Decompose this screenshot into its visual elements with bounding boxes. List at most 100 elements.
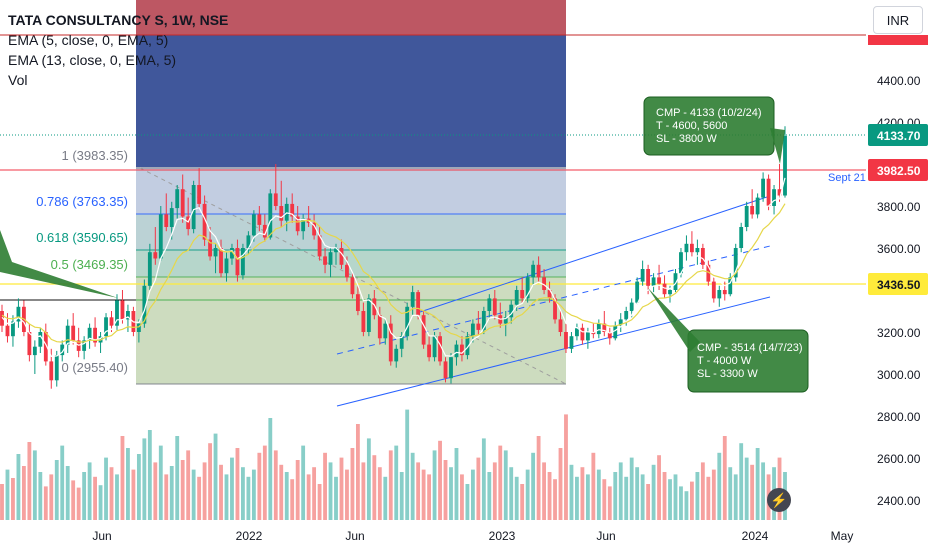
volume-bar xyxy=(454,448,459,520)
callout-pointer-bottom xyxy=(648,288,700,352)
candle-body xyxy=(16,306,21,322)
candle-body xyxy=(186,216,191,230)
volume-bar xyxy=(646,484,651,520)
candle-body xyxy=(777,189,782,196)
candle-body xyxy=(93,327,98,343)
volume-bar xyxy=(164,474,169,520)
candle-body xyxy=(262,224,267,238)
symbol-title[interactable]: TATA CONSULTANCY S, 1W, NSE xyxy=(8,12,229,28)
candle-body xyxy=(268,193,273,238)
price-tick: 3200.00 xyxy=(877,326,921,340)
price-tick: 3000.00 xyxy=(877,368,921,382)
volume-bar xyxy=(553,479,557,520)
volume-bar xyxy=(328,462,333,520)
volume-bar xyxy=(711,469,716,520)
volume-bar xyxy=(547,472,552,520)
volume-bar xyxy=(624,476,629,520)
candle-body xyxy=(689,243,694,253)
channel-lower xyxy=(336,296,771,407)
candle-body xyxy=(427,344,432,358)
volume-bar xyxy=(5,469,10,520)
volume-bar xyxy=(158,445,163,520)
ema5-legend[interactable]: EMA (5, close, 0, EMA, 5) xyxy=(8,32,169,48)
volume-bar xyxy=(613,472,618,520)
candle-body xyxy=(169,208,174,227)
ema13-legend[interactable]: EMA (13, close, 0, EMA, 5) xyxy=(8,52,177,68)
channel-upper xyxy=(419,195,771,313)
candle-body xyxy=(553,298,557,320)
candle-body xyxy=(711,281,716,299)
callout-bottom-line: SL - 3300 W xyxy=(697,368,758,380)
volume-bar xyxy=(569,464,574,520)
volume-bar xyxy=(295,460,300,520)
candle-body xyxy=(49,361,54,381)
blue-zone xyxy=(136,35,566,167)
candle-body xyxy=(728,277,733,295)
candle-body xyxy=(700,248,705,265)
candle-body xyxy=(618,319,623,326)
candle-body xyxy=(109,317,114,326)
callout-top-line: T - 4600, 5600 xyxy=(656,120,727,132)
lightning-icon[interactable]: ⚡ xyxy=(767,488,791,512)
volume-bar xyxy=(251,469,256,520)
candle-body xyxy=(153,252,158,259)
volume-bar xyxy=(558,448,563,520)
currency-button[interactable]: INR xyxy=(873,6,923,34)
price-label-bg xyxy=(868,124,928,146)
candle-body xyxy=(421,315,426,345)
candle-body xyxy=(410,292,415,307)
volume-bar xyxy=(169,466,174,520)
volume-bar xyxy=(366,438,371,520)
volume-bar xyxy=(476,457,481,520)
candle-body xyxy=(460,344,464,356)
candle-body xyxy=(197,185,202,204)
volume-bar xyxy=(596,469,601,520)
volume-bar xyxy=(224,474,229,520)
candle-body xyxy=(613,325,618,339)
volume-bar xyxy=(531,452,536,520)
candle-body xyxy=(339,248,344,265)
candle-body xyxy=(246,235,251,248)
volume-bar xyxy=(372,455,377,520)
price-label-top-partial xyxy=(868,35,928,45)
volume-bar xyxy=(492,462,497,520)
volume-bar xyxy=(542,462,546,520)
volume-bar xyxy=(618,462,623,520)
volume-legend[interactable]: Vol xyxy=(8,72,28,88)
candle-body xyxy=(481,311,486,330)
volume-bar xyxy=(93,476,98,520)
volume-bar xyxy=(109,467,114,520)
candle-body xyxy=(772,189,776,206)
ema13-line xyxy=(1,203,786,343)
volume-bar xyxy=(481,438,486,520)
candle-body xyxy=(525,277,530,299)
candle-body xyxy=(564,332,568,349)
candle-body xyxy=(602,323,607,332)
callout-pointer-top xyxy=(770,128,785,164)
candle-body xyxy=(301,218,306,232)
candle-body xyxy=(492,298,497,316)
price-tick: 2400.00 xyxy=(877,494,921,508)
candle-body xyxy=(454,344,459,358)
volume-bar xyxy=(449,467,453,520)
candle-body xyxy=(575,327,579,337)
volume-bar xyxy=(191,469,196,520)
candle-body xyxy=(717,290,722,299)
volume-bar xyxy=(350,448,355,520)
volume-bar xyxy=(399,472,404,520)
volume-bar xyxy=(525,469,530,520)
volume-bar xyxy=(202,462,207,520)
volume-bar xyxy=(673,474,678,520)
volume-bar xyxy=(213,433,218,520)
price-label: 3982.50 xyxy=(877,164,921,178)
price-tick: 2800.00 xyxy=(877,410,921,424)
candle-body xyxy=(651,277,656,286)
volume-bar xyxy=(43,486,48,520)
candle-body xyxy=(383,323,388,339)
fib-label: 0.5 (3469.35) xyxy=(51,257,128,272)
time-tick: 2023 xyxy=(489,529,516,543)
candle-body xyxy=(487,298,492,311)
volume-bar xyxy=(98,485,103,520)
